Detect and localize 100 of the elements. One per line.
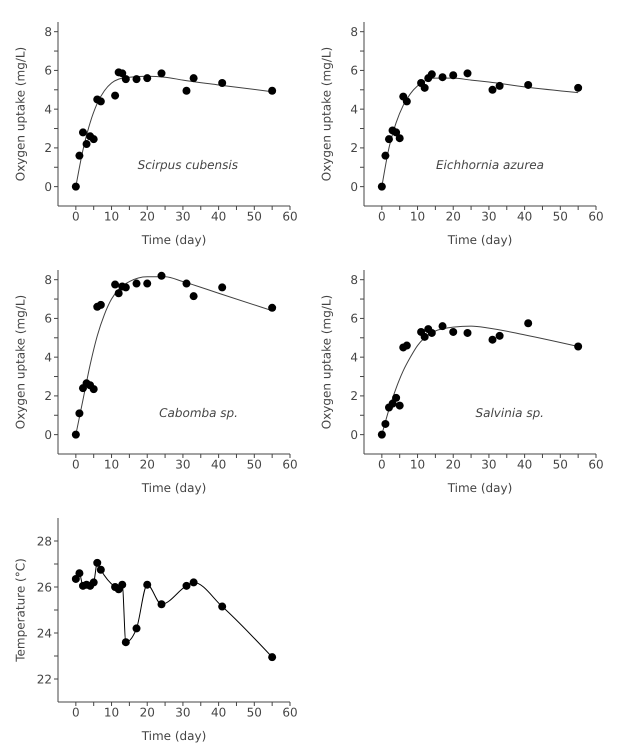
point <box>218 79 226 88</box>
y-tick-label: 2 <box>350 389 358 404</box>
x-axis-title: Time (day) <box>140 233 206 247</box>
x-tick-label: 40 <box>210 210 226 224</box>
point <box>93 558 102 567</box>
x-tick-label: 20 <box>140 210 155 224</box>
y-axis-title: Oxygen uptake (mg/L) <box>13 294 28 430</box>
y-tick-label: 8 <box>44 24 52 39</box>
point <box>496 332 504 340</box>
x-axis-title: Time (day) <box>140 481 206 495</box>
x-tick-label: 10 <box>104 210 120 224</box>
x-axis-title: Time (day) <box>446 233 512 247</box>
point <box>182 86 190 95</box>
y-tick-label: 8 <box>44 272 52 287</box>
point <box>132 75 141 84</box>
point <box>488 86 496 94</box>
y-tick-label: 6 <box>350 312 358 326</box>
y-tick-label: 2 <box>350 141 358 156</box>
y-tick-label: 0 <box>350 180 358 194</box>
x-tick-label: 30 <box>175 210 191 224</box>
point <box>428 70 436 78</box>
y-tick-label: 0 <box>350 428 358 442</box>
point <box>72 430 80 439</box>
point <box>402 342 411 350</box>
point <box>75 152 84 160</box>
x-tick-label: 0 <box>378 210 386 224</box>
point <box>268 653 276 662</box>
point <box>182 280 190 288</box>
point <box>381 152 390 160</box>
y-tick-label: 6 <box>44 64 52 78</box>
point <box>118 69 126 78</box>
x-tick-label: 40 <box>516 210 532 224</box>
point <box>449 328 458 336</box>
point <box>90 385 98 394</box>
point <box>111 280 120 289</box>
x-tick-label: 60 <box>588 210 604 224</box>
point <box>143 580 152 589</box>
point <box>402 97 411 106</box>
x-tick-label: 10 <box>410 210 426 224</box>
x-tick-label: 30 <box>175 458 191 472</box>
x-tick-label: 10 <box>410 458 426 472</box>
annotation: Salvinia sp. <box>475 406 544 420</box>
point <box>158 272 166 280</box>
x-tick-label: 50 <box>246 458 262 472</box>
y-axis-title: Oxygen uptake (mg/L) <box>13 46 28 182</box>
point <box>122 75 130 84</box>
point <box>96 97 105 106</box>
y-tick-label: 4 <box>350 102 358 116</box>
x-tick-label: 30 <box>481 458 497 472</box>
y-tick-label: 24 <box>36 626 52 640</box>
x-axis-title: Time (day) <box>446 481 512 495</box>
point <box>132 624 141 632</box>
y-tick-label: 6 <box>44 312 52 326</box>
point <box>268 304 276 312</box>
point <box>158 600 166 608</box>
point <box>396 402 404 410</box>
x-tick-label: 60 <box>282 210 298 224</box>
point <box>190 292 198 300</box>
x-tick-label: 20 <box>140 706 155 720</box>
annotation: Eichhornia azurea <box>436 158 544 172</box>
point <box>268 86 276 95</box>
point <box>218 283 226 292</box>
y-tick-label: 2 <box>44 141 52 156</box>
x-tick-label: 40 <box>516 458 532 472</box>
point <box>190 74 198 82</box>
x-tick-label: 50 <box>552 210 568 224</box>
x-tick-label: 10 <box>104 458 120 472</box>
x-tick-label: 0 <box>378 458 386 472</box>
point <box>75 569 84 578</box>
point <box>90 135 98 144</box>
x-tick-label: 0 <box>72 210 80 224</box>
point <box>420 84 429 92</box>
point <box>524 319 532 328</box>
y-tick-label: 4 <box>44 350 52 364</box>
point <box>75 409 84 418</box>
x-tick-label: 0 <box>72 458 80 472</box>
point <box>118 580 126 589</box>
y-tick-label: 26 <box>36 580 52 594</box>
point <box>464 69 472 78</box>
point <box>143 280 152 288</box>
point <box>449 71 458 80</box>
point <box>378 430 386 439</box>
point <box>438 322 447 330</box>
point <box>392 394 400 402</box>
y-tick-label: 4 <box>44 102 52 116</box>
x-tick-label: 30 <box>175 706 191 720</box>
x-tick-label: 0 <box>72 706 80 720</box>
x-tick-label: 60 <box>282 706 298 720</box>
point <box>72 574 80 583</box>
y-tick-label: 0 <box>44 180 52 194</box>
point <box>90 578 98 586</box>
point <box>464 328 472 337</box>
point <box>78 128 87 136</box>
point <box>114 289 123 298</box>
x-tick-label: 50 <box>552 458 568 472</box>
point <box>111 92 120 100</box>
point <box>396 134 404 142</box>
annotation: Cabomba sp. <box>159 406 238 420</box>
y-tick-label: 28 <box>36 534 52 548</box>
y-tick-label: 2 <box>44 389 52 404</box>
